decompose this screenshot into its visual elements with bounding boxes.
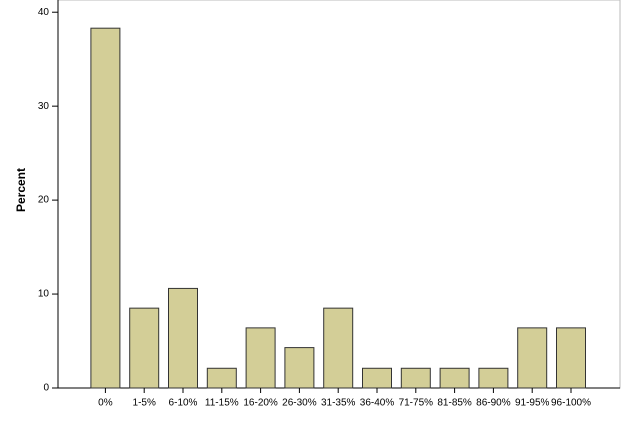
y-tick-label: 30 xyxy=(38,101,50,112)
x-tick-label: 36-40% xyxy=(360,398,395,409)
bar xyxy=(90,27,121,389)
x-tick-label: 6-10% xyxy=(169,398,198,409)
bar xyxy=(245,327,276,389)
x-tick-label: 11-15% xyxy=(205,398,239,409)
x-tick-label: 81-85% xyxy=(437,398,472,409)
x-tick-label: 31-35% xyxy=(321,398,356,409)
x-tick-label: 26-30% xyxy=(282,398,317,409)
x-tick-label: 96-100% xyxy=(551,398,591,409)
bar xyxy=(400,367,431,389)
bar xyxy=(284,347,315,389)
y-axis-title: Percent xyxy=(14,168,28,212)
x-tick-label: 0% xyxy=(98,398,113,409)
x-tick-label: 86-90% xyxy=(476,398,511,409)
y-tick-label: 10 xyxy=(38,289,50,300)
bar xyxy=(517,327,548,389)
y-tick-label: 40 xyxy=(38,7,50,18)
bar xyxy=(206,367,237,389)
y-tick-label: 20 xyxy=(38,195,50,206)
bar xyxy=(478,367,509,389)
bar xyxy=(168,287,198,389)
x-tick-label: 71-75% xyxy=(399,398,434,409)
x-tick-label: 1-5% xyxy=(133,398,156,409)
x-tick-label: 91-95% xyxy=(515,398,550,409)
bar xyxy=(439,367,470,389)
bar xyxy=(556,327,586,389)
bar xyxy=(323,307,354,389)
x-tick-label: 16-20% xyxy=(243,398,278,409)
bar xyxy=(129,307,160,389)
y-tick-label: 0 xyxy=(43,383,49,394)
bar xyxy=(362,367,392,389)
